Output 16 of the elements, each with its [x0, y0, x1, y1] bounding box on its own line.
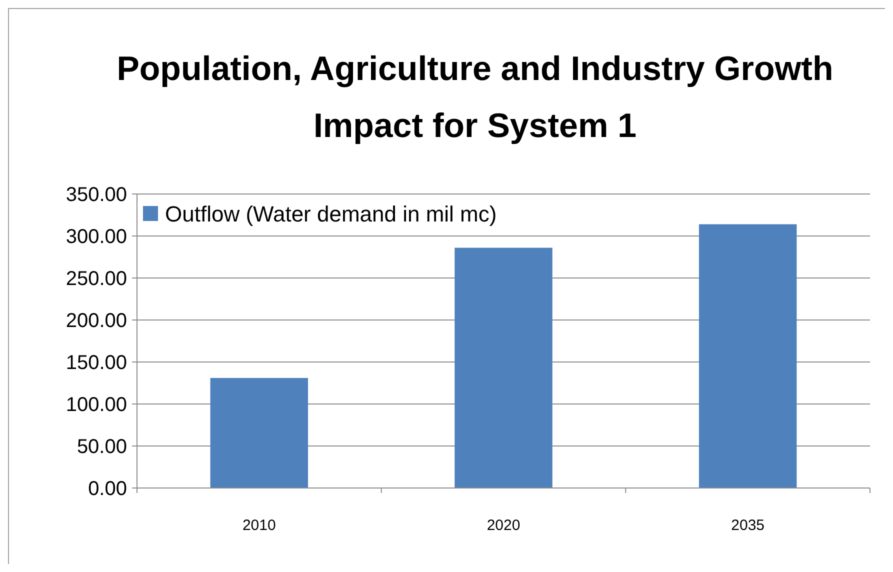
- y-tick-label: 50.00: [76, 436, 127, 458]
- y-tick-label: 150.00: [66, 352, 127, 374]
- x-tick-label: 2035: [731, 517, 765, 534]
- bar: [454, 248, 552, 488]
- y-tick-label: 0.00: [88, 478, 127, 500]
- y-tick-label: 350.00: [66, 184, 127, 206]
- y-tick-label: 300.00: [66, 226, 127, 248]
- x-tick-label: 2020: [486, 517, 520, 534]
- chart-title: Population, Agriculture and Industry Growth Impact for System 1: [116, 50, 834, 145]
- bar: [698, 224, 797, 488]
- y-tick-label: 100.00: [66, 394, 127, 416]
- bar: [210, 378, 308, 488]
- x-tick-label: 2010: [242, 517, 276, 534]
- y-tick-label: 200.00: [66, 310, 127, 332]
- y-tick-label: 250.00: [66, 268, 127, 290]
- legend-label: Outflow (Water demand in mil mc): [165, 202, 497, 227]
